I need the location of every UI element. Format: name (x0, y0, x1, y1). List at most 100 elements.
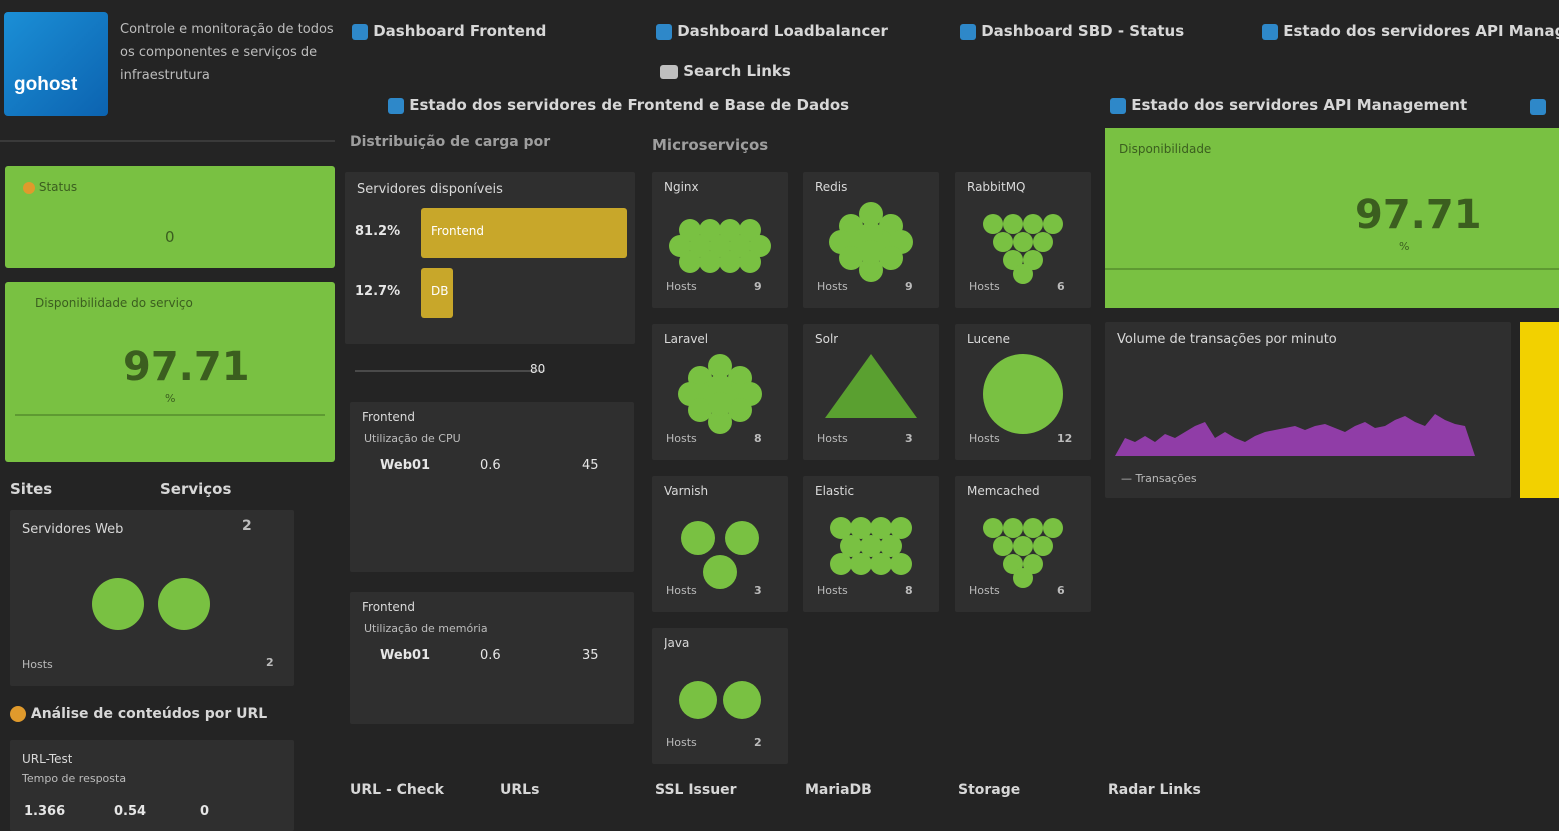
microservice-title: Elastic (815, 484, 855, 498)
dashboard-link-loadbalancer[interactable]: Dashboard Loadbalancer (656, 22, 936, 40)
microservice-tile[interactable]: Solr 3 Hosts (803, 324, 939, 460)
host-dot[interactable] (679, 681, 717, 719)
host-dot[interactable] (708, 392, 732, 416)
dashboard-icon (656, 23, 672, 40)
host-dot[interactable] (739, 251, 761, 273)
hosts-tile[interactable]: Servidores Web 2 Hosts 2 (10, 510, 294, 686)
availability-tile[interactable]: Disponibilidade do serviço 97.71 % (5, 282, 335, 462)
host-dot[interactable] (860, 535, 882, 557)
tab-services[interactable]: Serviços (160, 480, 232, 498)
host-dot[interactable] (1023, 518, 1043, 538)
host-dot[interactable] (158, 578, 210, 630)
availability-right-tile[interactable]: Disponibilidade 97.71 % (1105, 128, 1559, 308)
tab-ssl-issuer[interactable]: SSL Issuer (655, 782, 737, 798)
status-link-frontend-db[interactable]: Estado dos servidores de Frontend e Base… (388, 96, 908, 114)
host-dot[interactable] (1013, 568, 1033, 588)
host-dot[interactable] (1043, 214, 1063, 234)
host-dot[interactable] (679, 251, 701, 273)
microservice-tile[interactable]: Elastic 8 Hosts (803, 476, 939, 612)
warning-icon (23, 181, 35, 194)
tab-mariadb[interactable]: MariaDB (805, 782, 872, 798)
host-dot[interactable] (703, 555, 737, 589)
microservice-count: 6 (1057, 584, 1065, 597)
host-dot[interactable] (92, 578, 144, 630)
tab-storage[interactable]: Storage (958, 782, 1021, 798)
host-dot[interactable] (993, 232, 1013, 252)
host-dot[interactable] (1003, 518, 1023, 538)
bar-tile[interactable]: Servidores disponíveis 81.2% Frontend 12… (345, 172, 635, 344)
microservice-tile[interactable]: Nginx 9 Hosts (652, 172, 788, 308)
host-dot[interactable] (859, 240, 883, 264)
search-links[interactable]: Search Links (660, 62, 910, 80)
microservice-count: 8 (905, 584, 913, 597)
microservice-tile[interactable]: Varnish 3 Hosts (652, 476, 788, 612)
dashboard-link-sbd[interactable]: Dashboard SBD - Status (960, 22, 1240, 40)
bar-frontend[interactable]: Frontend (421, 208, 627, 258)
microservice-tile[interactable]: RabbitMQ 6 Hosts (955, 172, 1091, 308)
dashboard-link-frontend[interactable]: Dashboard Frontend (352, 22, 622, 40)
host-dot[interactable] (681, 521, 715, 555)
section-url-analysis[interactable]: Análise de conteúdos por URL (10, 706, 267, 722)
url-test-value: 0.54 (114, 804, 147, 819)
slider-track[interactable] (355, 370, 545, 372)
link-label: Dashboard Loadbalancer (677, 22, 888, 40)
host-dot[interactable] (830, 553, 852, 575)
tab-url-check[interactable]: URL - Check (350, 782, 444, 798)
dashboard-link-api[interactable]: Estado dos servidores API Management (1262, 22, 1559, 40)
status-title: Status (38, 180, 78, 194)
host-dot[interactable] (699, 251, 721, 273)
bar-tile-title: Servidores disponíveis (357, 182, 503, 197)
slider-value: 80 (530, 362, 546, 376)
host-dot[interactable] (1003, 214, 1023, 234)
host-dot[interactable] (1013, 232, 1033, 252)
bar-text: DB (431, 284, 449, 298)
extra-link[interactable] (1530, 96, 1559, 115)
host-dot[interactable] (723, 681, 761, 719)
host-dot[interactable] (850, 553, 872, 575)
microservice-tile[interactable]: Laravel 8 Hosts (652, 324, 788, 460)
microservice-title: Java (664, 636, 690, 650)
tab-urls[interactable]: URLs (500, 782, 540, 798)
host-dot[interactable] (879, 246, 903, 270)
microservice-tile[interactable]: Memcached 6 Hosts (955, 476, 1091, 612)
host-dot[interactable] (1033, 232, 1053, 252)
frontend-memory-tile[interactable]: Frontend Utilização de memória Web01 0.6… (350, 592, 634, 724)
host-dot[interactable] (1033, 536, 1053, 556)
host-dot[interactable] (870, 553, 892, 575)
warning-tile[interactable] (1520, 322, 1559, 498)
microservice-tile[interactable]: Java 2 Hosts (652, 628, 788, 764)
microservice-footer: Hosts (817, 280, 848, 293)
frontend-cpu-tile[interactable]: Frontend Utilização de CPU Web01 0.6 45 (350, 402, 634, 572)
microservice-tile[interactable]: Lucene 12 Hosts (955, 324, 1091, 460)
host-dot[interactable] (880, 535, 902, 557)
host-dot[interactable] (983, 518, 1003, 538)
host-dot[interactable] (830, 517, 852, 539)
host-dot[interactable] (870, 517, 892, 539)
frontend-memory-value: Web01 (380, 648, 431, 663)
transactions-chart-tile[interactable]: Volume de transações por minuto — Transa… (1105, 322, 1511, 498)
host-dot[interactable] (1023, 214, 1043, 234)
bar-db[interactable]: DB (421, 268, 453, 318)
host-dot[interactable] (840, 535, 862, 557)
transactions-chart-footer: — Transações (1121, 472, 1197, 485)
host-dot[interactable] (983, 354, 1063, 434)
tab-radar-links[interactable]: Radar Links (1108, 782, 1201, 798)
host-dot[interactable] (725, 521, 759, 555)
host-dot[interactable] (1043, 518, 1063, 538)
host-dot[interactable] (850, 517, 872, 539)
host-dot[interactable] (993, 536, 1013, 556)
host-dot[interactable] (728, 398, 752, 422)
microservice-tile[interactable]: Redis 9 Hosts (803, 172, 939, 308)
transactions-chart-title: Volume de transações por minuto (1117, 332, 1337, 347)
host-dot[interactable] (1013, 264, 1033, 284)
host-dot[interactable] (719, 251, 741, 273)
url-test-tile[interactable]: URL-Test Tempo de resposta 1.366 0.54 0 (10, 740, 294, 831)
host-dot[interactable] (983, 214, 1003, 234)
tab-sites[interactable]: Sites (10, 480, 53, 498)
host-dot[interactable] (890, 517, 912, 539)
status-tile[interactable]: Status 0 (5, 166, 335, 268)
host-dot[interactable] (1013, 536, 1033, 556)
host-group-shape[interactable] (825, 354, 917, 418)
status-link-api[interactable]: Estado dos servidores API Management (1110, 96, 1470, 114)
host-dot[interactable] (890, 553, 912, 575)
